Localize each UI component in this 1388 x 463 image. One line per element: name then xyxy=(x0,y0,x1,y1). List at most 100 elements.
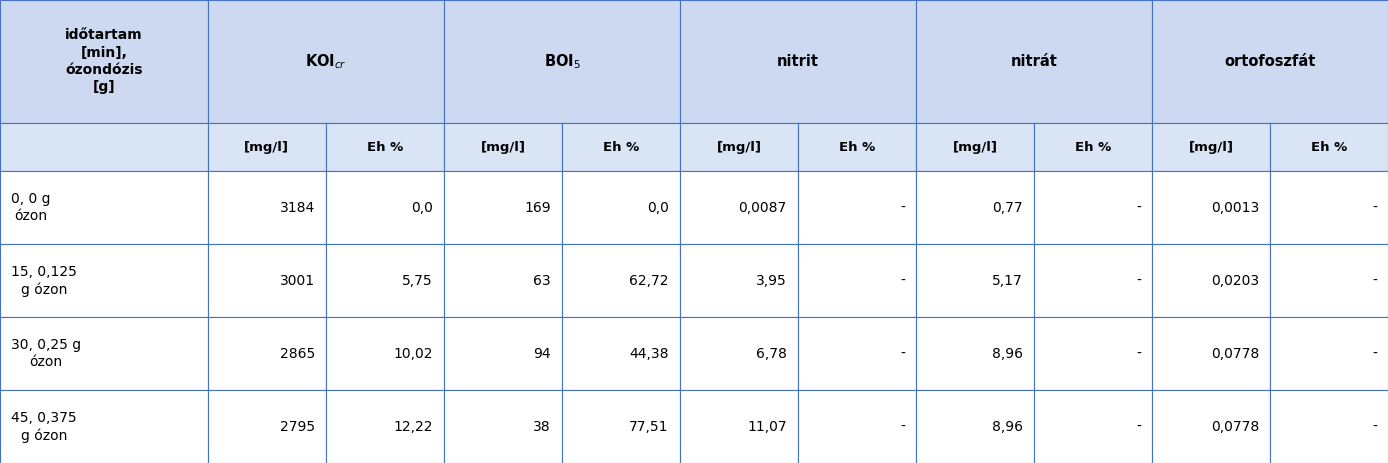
Bar xyxy=(1270,171,1388,244)
Bar xyxy=(1152,244,1270,317)
Text: -: - xyxy=(1135,347,1141,361)
Bar xyxy=(1270,244,1388,317)
Text: 8,96: 8,96 xyxy=(992,419,1023,433)
Bar xyxy=(0,390,208,463)
Text: Eh %: Eh % xyxy=(1074,140,1110,154)
Bar xyxy=(680,123,798,171)
Text: 6,78: 6,78 xyxy=(756,347,787,361)
Text: Eh %: Eh % xyxy=(1310,140,1348,154)
Bar xyxy=(444,123,562,171)
Bar xyxy=(444,171,562,244)
Text: 5,75: 5,75 xyxy=(403,274,433,288)
Bar xyxy=(916,171,1034,244)
Bar xyxy=(1034,171,1152,244)
Bar xyxy=(1270,317,1388,390)
Text: -: - xyxy=(1135,274,1141,288)
Bar xyxy=(798,390,916,463)
Bar xyxy=(680,171,798,244)
Text: 2865: 2865 xyxy=(279,347,315,361)
Bar xyxy=(208,171,326,244)
Text: -: - xyxy=(899,201,905,215)
Text: -: - xyxy=(899,274,905,288)
Text: 0,0: 0,0 xyxy=(411,201,433,215)
Bar xyxy=(916,390,1034,463)
Text: [mg/l]: [mg/l] xyxy=(952,140,998,154)
Text: 12,22: 12,22 xyxy=(393,419,433,433)
Text: 11,07: 11,07 xyxy=(747,419,787,433)
Text: 0,0013: 0,0013 xyxy=(1210,201,1259,215)
Bar xyxy=(916,123,1034,171)
Text: 3,95: 3,95 xyxy=(756,274,787,288)
Text: Eh %: Eh % xyxy=(366,140,403,154)
Text: [mg/l]: [mg/l] xyxy=(716,140,762,154)
Text: 0, 0 g
ózon: 0, 0 g ózon xyxy=(11,192,50,224)
Bar xyxy=(680,244,798,317)
Bar xyxy=(326,317,444,390)
Text: -: - xyxy=(1371,201,1377,215)
Bar xyxy=(1270,390,1388,463)
Text: 5,17: 5,17 xyxy=(992,274,1023,288)
Bar xyxy=(680,317,798,390)
Bar xyxy=(916,317,1034,390)
Bar xyxy=(208,317,326,390)
Bar xyxy=(0,123,208,171)
Text: [mg/l]: [mg/l] xyxy=(244,140,289,154)
Bar xyxy=(798,123,916,171)
Text: 38: 38 xyxy=(533,419,551,433)
Bar xyxy=(798,171,916,244)
Bar xyxy=(444,390,562,463)
Text: 3184: 3184 xyxy=(279,201,315,215)
Bar xyxy=(1152,171,1270,244)
Bar xyxy=(326,244,444,317)
Bar xyxy=(444,244,562,317)
Bar xyxy=(562,244,680,317)
Bar xyxy=(0,244,208,317)
Text: 0,0203: 0,0203 xyxy=(1210,274,1259,288)
Bar xyxy=(326,390,444,463)
Bar xyxy=(798,244,916,317)
Text: 0,77: 0,77 xyxy=(992,201,1023,215)
Bar xyxy=(680,0,916,123)
Text: -: - xyxy=(899,419,905,433)
Text: 30, 0,25 g
ózon: 30, 0,25 g ózon xyxy=(11,338,82,369)
Text: 10,02: 10,02 xyxy=(393,347,433,361)
Text: ortofoszfát: ortofoszfát xyxy=(1224,54,1316,69)
Bar xyxy=(916,244,1034,317)
Text: 62,72: 62,72 xyxy=(629,274,669,288)
Text: 0,0087: 0,0087 xyxy=(738,201,787,215)
Bar xyxy=(208,0,444,123)
Bar xyxy=(444,0,680,123)
Bar xyxy=(0,171,208,244)
Text: [mg/l]: [mg/l] xyxy=(1188,140,1234,154)
Text: 15, 0,125
g ózon: 15, 0,125 g ózon xyxy=(11,265,76,297)
Text: 0,0: 0,0 xyxy=(647,201,669,215)
Text: 8,96: 8,96 xyxy=(992,347,1023,361)
Text: -: - xyxy=(1371,347,1377,361)
Bar xyxy=(1034,317,1152,390)
Bar xyxy=(562,317,680,390)
Bar xyxy=(208,390,326,463)
Text: nitrit: nitrit xyxy=(777,54,819,69)
Text: -: - xyxy=(1371,419,1377,433)
Bar xyxy=(1270,123,1388,171)
Bar xyxy=(0,317,208,390)
Text: -: - xyxy=(899,347,905,361)
Bar xyxy=(326,171,444,244)
Text: időtartam
[min],
ózondózis
[g]: időtartam [min], ózondózis [g] xyxy=(65,28,143,94)
Bar xyxy=(562,171,680,244)
Bar xyxy=(208,123,326,171)
Text: -: - xyxy=(1135,419,1141,433)
Bar xyxy=(680,390,798,463)
Text: -: - xyxy=(1135,201,1141,215)
Text: BOI$_5$: BOI$_5$ xyxy=(544,52,580,71)
Text: 94: 94 xyxy=(533,347,551,361)
Text: nitrát: nitrát xyxy=(1010,54,1058,69)
Bar xyxy=(0,0,208,123)
Bar xyxy=(562,123,680,171)
Bar xyxy=(1034,390,1152,463)
Bar xyxy=(326,123,444,171)
Text: KOI$_{cr}$: KOI$_{cr}$ xyxy=(305,52,347,71)
Text: 169: 169 xyxy=(525,201,551,215)
Bar xyxy=(444,317,562,390)
Bar xyxy=(798,317,916,390)
